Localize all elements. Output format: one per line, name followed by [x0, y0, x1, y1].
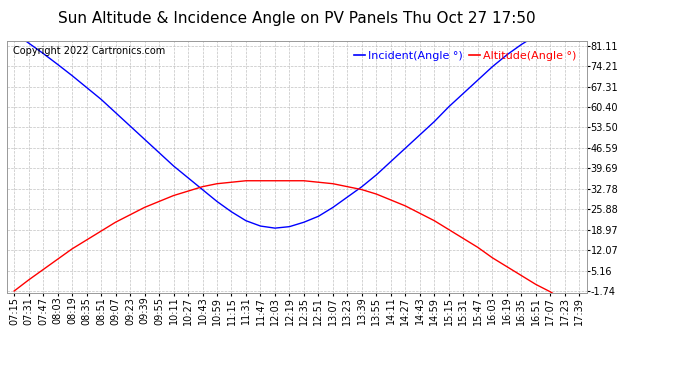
Text: Sun Altitude & Incidence Angle on PV Panels Thu Oct 27 17:50: Sun Altitude & Incidence Angle on PV Pan… [58, 11, 535, 26]
Text: Copyright 2022 Cartronics.com: Copyright 2022 Cartronics.com [12, 46, 165, 56]
Legend: Incident(Angle °), Altitude(Angle °): Incident(Angle °), Altitude(Angle °) [350, 47, 581, 66]
